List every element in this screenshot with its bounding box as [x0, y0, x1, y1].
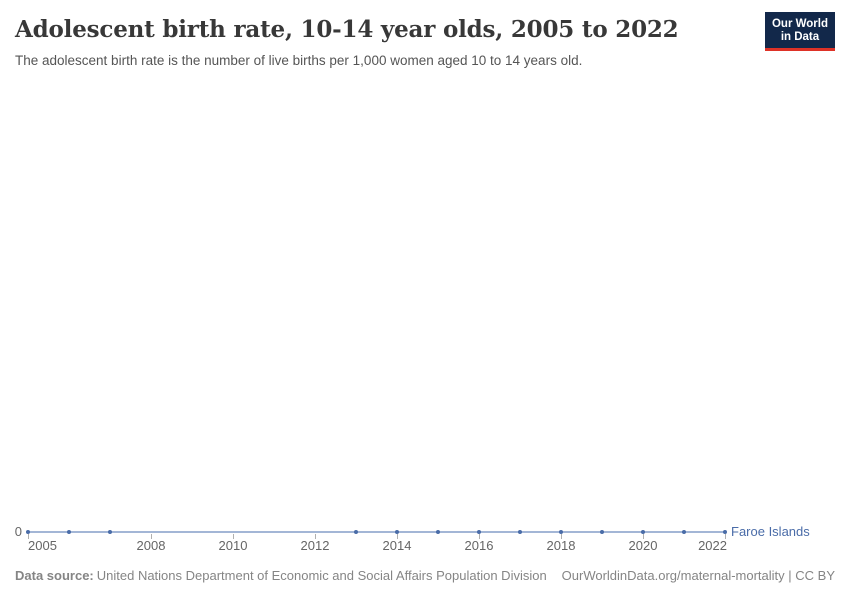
- x-axis-tick: [561, 534, 562, 539]
- x-axis-tick-label: 2010: [218, 538, 248, 553]
- data-point: [354, 530, 358, 534]
- data-point: [67, 530, 71, 534]
- data-source-value: United Nations Department of Economic an…: [96, 568, 547, 583]
- footer-links: OurWorldinData.org/maternal-mortality | …: [562, 568, 835, 584]
- data-source-note: Data source: United Nations Department of…: [15, 568, 547, 584]
- footer-separator: |: [784, 568, 796, 583]
- owid-logo-line2: in Data: [780, 31, 820, 43]
- data-point: [559, 530, 563, 534]
- owid-logo-line1: Our World: [771, 18, 828, 30]
- data-point: [477, 530, 481, 534]
- data-point: [682, 530, 686, 534]
- chart-footer: Data source: United Nations Department of…: [0, 568, 850, 584]
- data-point: [641, 530, 645, 534]
- page-title: Adolescent birth rate, 10-14 year olds, …: [15, 16, 679, 43]
- x-axis-tick-label: 2020: [628, 538, 658, 553]
- license-link[interactable]: CC BY: [795, 568, 835, 583]
- data-point: [26, 530, 30, 534]
- x-axis-tick: [151, 534, 152, 539]
- x-axis-tick: [397, 534, 398, 539]
- data-point: [436, 530, 440, 534]
- data-point: [600, 530, 604, 534]
- x-axis-tick-label: 2022: [698, 538, 727, 553]
- x-axis-tick: [643, 534, 644, 539]
- y-axis-zero-label: 0: [14, 524, 22, 539]
- x-axis-tick-label: 2005: [28, 538, 57, 553]
- data-point: [723, 530, 727, 534]
- series-line: [28, 531, 725, 533]
- data-source-label: Data source:: [15, 568, 94, 583]
- x-axis-tick-label: 2008: [136, 538, 166, 553]
- owid-logo[interactable]: Our World in Data: [764, 12, 835, 51]
- x-axis-tick-label: 2016: [464, 538, 494, 553]
- data-point: [395, 530, 399, 534]
- series-label-faroe-islands[interactable]: Faroe Islands: [731, 524, 810, 539]
- data-point: [518, 530, 522, 534]
- x-axis-tick: [479, 534, 480, 539]
- x-axis-tick: [725, 534, 726, 539]
- x-axis-tick: [233, 534, 234, 539]
- chart-header: Adolescent birth rate, 10-14 year olds, …: [15, 16, 755, 69]
- x-axis-tick: [315, 534, 316, 539]
- x-axis-tick-label: 2012: [300, 538, 330, 553]
- owid-url-link[interactable]: OurWorldinData.org/maternal-mortality: [561, 568, 785, 583]
- data-point: [108, 530, 112, 534]
- chart-subtitle: The adolescent birth rate is the number …: [15, 52, 583, 68]
- x-axis-tick-label: 2018: [546, 538, 576, 553]
- x-axis-tick: [28, 534, 29, 539]
- x-axis-tick-label: 2014: [382, 538, 412, 553]
